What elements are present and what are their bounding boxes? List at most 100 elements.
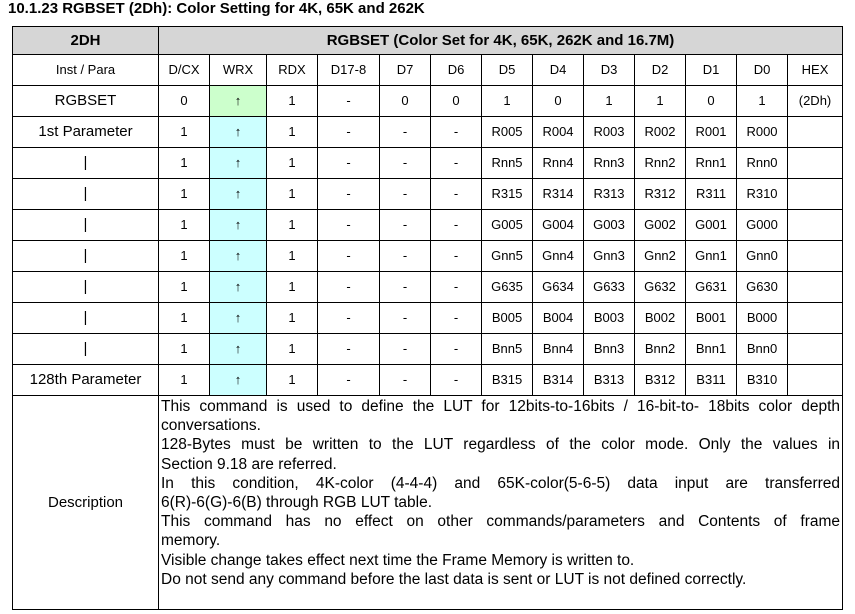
cell-d2: R002	[634, 116, 686, 148]
cell-d1: G001	[685, 209, 737, 241]
cell-rdx: 1	[266, 364, 318, 396]
cell-rdx: 1	[266, 240, 318, 272]
description-text: This command is used to define the LUT f…	[157, 395, 844, 610]
cell-d4: G634	[532, 271, 584, 303]
cell-d6: -	[430, 116, 482, 148]
cell-d2: R312	[634, 178, 686, 210]
column-header-d5: D5	[481, 54, 533, 86]
cell-d6: -	[430, 333, 482, 365]
cell-d0: 1	[736, 85, 788, 117]
cell-d4: B004	[532, 302, 584, 334]
cell-d4: Rnn4	[532, 147, 584, 179]
cell-dcx: 0	[158, 85, 210, 117]
cell-rdx: 1	[266, 302, 318, 334]
column-header-d3: D3	[583, 54, 635, 86]
cell-d5: B005	[481, 302, 533, 334]
row-label: RGBSET	[12, 85, 159, 117]
cell-d7: 0	[379, 85, 431, 117]
cell-d17-8: -	[317, 240, 380, 272]
cell-d3: R003	[583, 116, 635, 148]
cell-d4: 0	[532, 85, 584, 117]
cell-d0: B310	[736, 364, 788, 396]
column-header-hex: HEX	[786, 54, 844, 86]
description-line: 6(R)-6(G)-6(B) through RGB LUT table.	[161, 494, 433, 512]
cell-d0: R000	[736, 116, 788, 148]
cell-d2: G632	[634, 271, 686, 303]
cell-d1: 0	[685, 85, 737, 117]
table-row: | 1 ↑ 1- - - Gnn5 Gnn4 Gnn3 Gnn2 Gnn1 Gnn0	[12, 240, 844, 272]
cell-dcx: 1	[158, 240, 210, 272]
cell-d6: 0	[430, 85, 482, 117]
cell-d1: B001	[685, 302, 737, 334]
cell-hex	[786, 116, 844, 148]
cell-d2: B002	[634, 302, 686, 334]
description-line: memory.	[161, 532, 221, 550]
cell-d17-8: -	[317, 271, 380, 303]
column-header-row: Inst / Para D/CX WRX RDX D17-8 D7 D6 D5 D4 D3 D2 D1…	[12, 54, 844, 86]
row-label: |	[12, 302, 159, 334]
cell-wrx: ↑	[209, 147, 267, 179]
cell-hex	[786, 240, 844, 272]
cell-d1: Gnn1	[685, 240, 737, 272]
cell-wrx: ↑	[209, 85, 267, 117]
cell-d7: -	[379, 209, 431, 241]
description-line: conversations.	[161, 417, 261, 435]
cell-d6: -	[430, 209, 482, 241]
cell-d0: Gnn0	[736, 240, 788, 272]
cell-d1: Bnn1	[685, 333, 737, 365]
cell-wrx: ↑	[209, 333, 267, 365]
cell-wrx: ↑	[209, 209, 267, 241]
cell-d2: B312	[634, 364, 686, 396]
cell-dcx: 1	[158, 178, 210, 210]
description-line: This command is used to define the LUT f…	[161, 398, 841, 415]
table-row: | 1 ↑ 1- - - G635 G634 G633 G632 G631 G630	[12, 271, 844, 303]
cell-d3: G633	[583, 271, 635, 303]
cell-d2: Gnn2	[634, 240, 686, 272]
column-header-d7: D7	[379, 54, 431, 86]
column-header-inst-para: Inst / Para	[12, 54, 159, 86]
command-spec-table: 2DH RGBSET (Color Set for 4K, 65K, 262K …	[12, 26, 844, 610]
cell-wrx: ↑	[209, 116, 267, 148]
table-row: | 1 ↑ 1- - - Bnn5 Bnn4 Bnn3 Bnn2 Bnn1 Bnn0	[12, 333, 844, 365]
cell-d17-8: -	[317, 116, 380, 148]
cell-d5: 1	[481, 85, 533, 117]
cell-d3: 1	[583, 85, 635, 117]
cell-dcx: 1	[158, 364, 210, 396]
cell-hex	[786, 333, 844, 365]
cell-d3: Bnn3	[583, 333, 635, 365]
row-label: |	[12, 240, 159, 272]
cell-d5: R315	[481, 178, 533, 210]
cell-hex	[786, 302, 844, 334]
cell-d0: B000	[736, 302, 788, 334]
cell-wrx: ↑	[209, 240, 267, 272]
cell-d17-8: -	[317, 178, 380, 210]
table-row: 1st Parameter 1 ↑ 1- - - R005 R004 R003 R002 R001 R…	[12, 116, 844, 148]
cell-d5: Gnn5	[481, 240, 533, 272]
cell-wrx: ↑	[209, 178, 267, 210]
description-line: Section 9.18 are referred.	[161, 455, 337, 473]
cell-d5: Rnn5	[481, 147, 533, 179]
column-header-d2: D2	[634, 54, 686, 86]
description-line: This command has no effect on other comm…	[161, 513, 841, 531]
cell-rdx: 1	[266, 116, 318, 148]
cell-d6: -	[430, 240, 482, 272]
cell-d6: -	[430, 302, 482, 334]
cell-dcx: 1	[158, 209, 210, 241]
cell-rdx: 1	[266, 178, 318, 210]
cell-hex	[786, 364, 844, 396]
cell-d2: 1	[634, 85, 686, 117]
column-header-d17-8: D17-8	[317, 54, 380, 86]
cell-d0: R310	[736, 178, 788, 210]
cell-d3: G003	[583, 209, 635, 241]
column-header-d4: D4	[532, 54, 584, 86]
row-label: |	[12, 209, 159, 241]
cell-d5: G005	[481, 209, 533, 241]
row-label: 1st Parameter	[12, 116, 159, 148]
cell-dcx: 1	[158, 271, 210, 303]
cell-d4: R004	[532, 116, 584, 148]
cell-wrx: ↑	[209, 364, 267, 396]
cell-d2: Rnn2	[634, 147, 686, 179]
cell-hex	[786, 178, 844, 210]
description-line: 128-Bytes must be written to the LUT reg…	[161, 436, 841, 454]
description-line: Visible change takes effect next time th…	[161, 551, 635, 569]
